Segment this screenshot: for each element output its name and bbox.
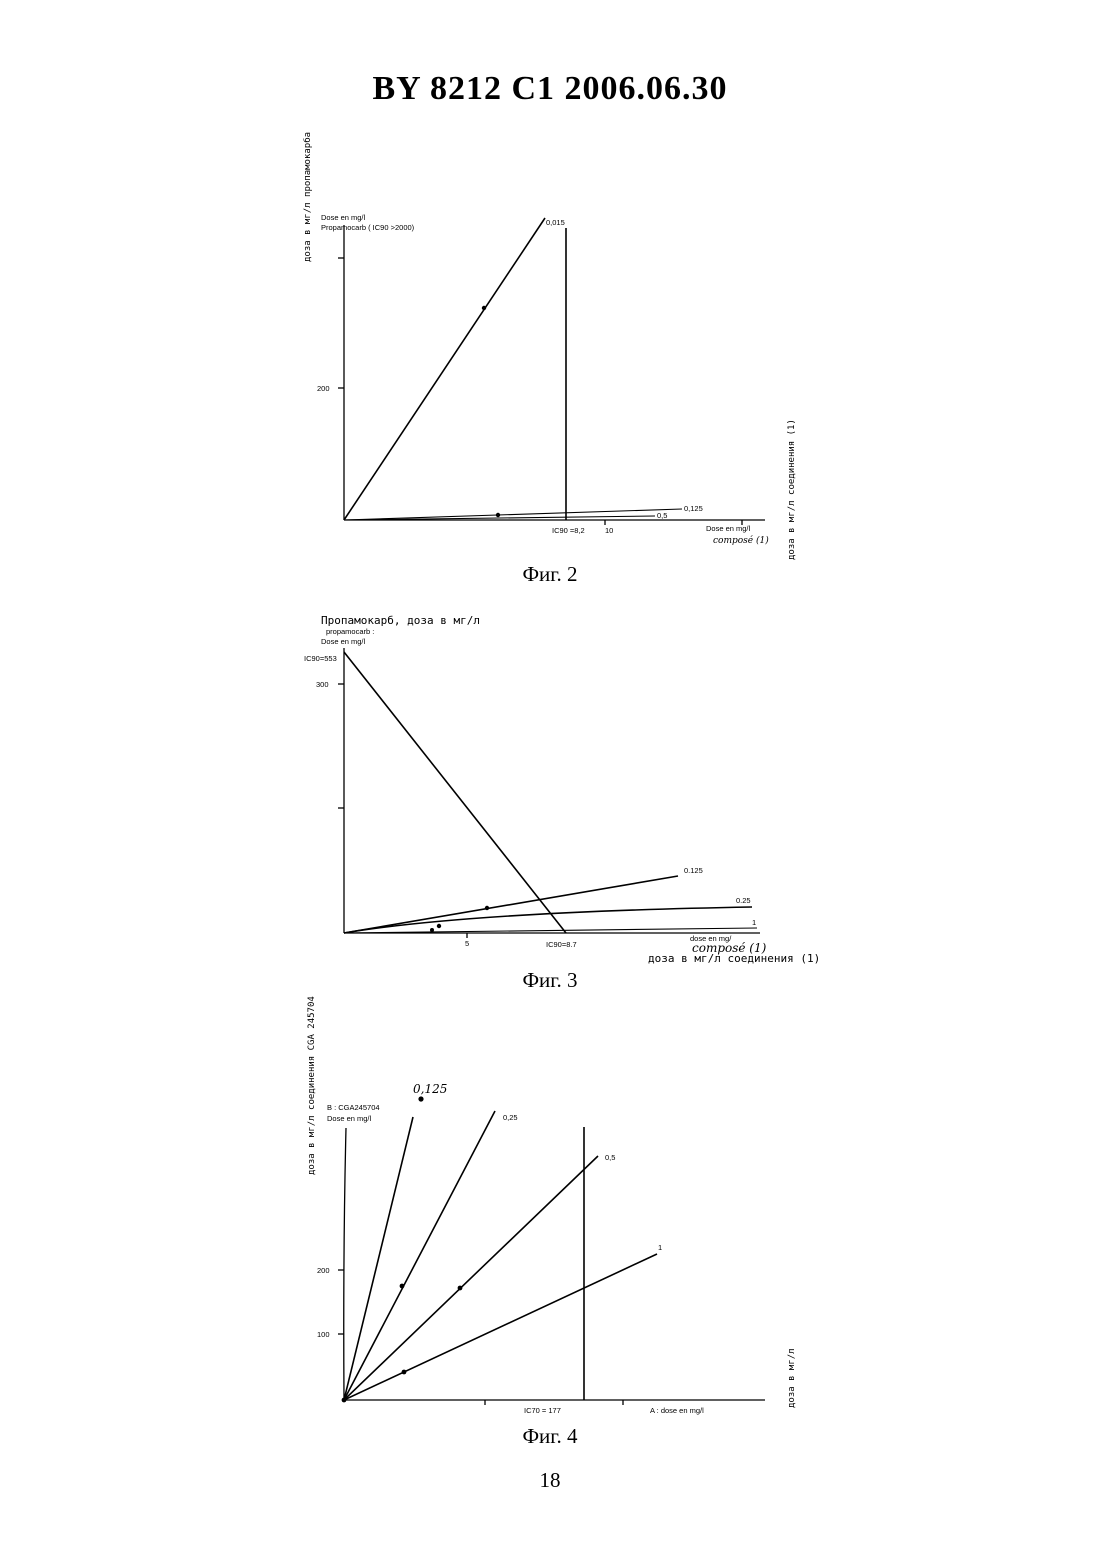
page-number: 18: [0, 1468, 1100, 1493]
fig4-y-tick-label-200: 200: [317, 1266, 330, 1275]
fig4-y-tick-label-100: 100: [317, 1330, 330, 1339]
fig4-point: [400, 1284, 405, 1289]
fig4-legend-cga: B : CGA245704: [327, 1103, 380, 1112]
fig4-series-line-1: [344, 1254, 657, 1400]
fig4-y-axis-cyrillic: доза в мг/л соединения CGA 245704: [307, 996, 317, 1175]
fig4-legend-dose: Dose en mg/l: [327, 1114, 372, 1123]
fig4-series-label-0125: 0,125: [413, 1082, 447, 1096]
fig4-y-axis: [344, 1128, 346, 1400]
fig4-ic70-label: IC70 = 177: [524, 1406, 561, 1415]
fig4-x-axis-label: A : dose en mg/l: [650, 1406, 704, 1415]
fig4-origin-point: [342, 1398, 347, 1403]
fig4-series-label-05: 0,5: [605, 1153, 615, 1162]
fig4-series-line-025: [344, 1111, 495, 1400]
fig4-point: [418, 1096, 423, 1101]
fig4-x-axis-cyrillic: доза в мг/л: [787, 1348, 797, 1408]
fig4-series-line-0125: [344, 1117, 413, 1400]
fig4-series-label-1: 1: [658, 1243, 662, 1252]
fig4-point: [458, 1286, 463, 1291]
figure-4-caption: Фиг. 4: [0, 1424, 1100, 1449]
fig4-point: [402, 1370, 407, 1375]
fig4-series-label-025: 0,25: [503, 1113, 518, 1122]
fig4-series-line-05: [344, 1156, 598, 1400]
